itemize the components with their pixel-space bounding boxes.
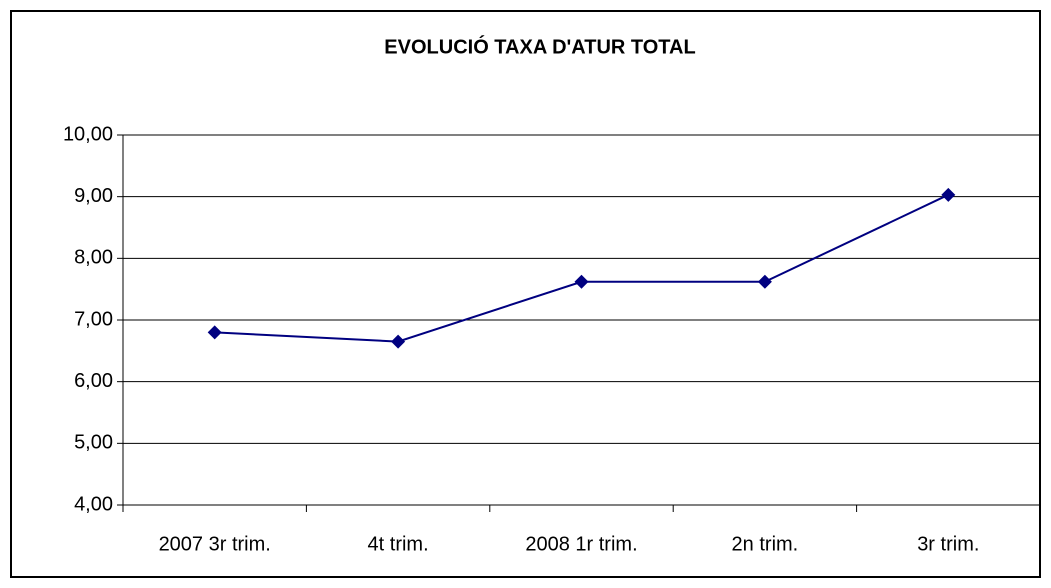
y-tick-label: 4,00 <box>74 493 113 515</box>
chart-title: EVOLUCIÓ TAXA D'ATUR TOTAL <box>384 34 695 58</box>
y-tick-label: 7,00 <box>74 308 113 330</box>
data-point <box>207 325 222 340</box>
data-point <box>391 334 406 349</box>
x-tick-label: 4t trim. <box>368 533 429 555</box>
data-point <box>757 274 772 289</box>
chart-border <box>10 10 1041 578</box>
x-tick-label: 2007 3r trim. <box>159 533 271 555</box>
y-tick-label: 8,00 <box>74 247 113 269</box>
y-tick-label: 6,00 <box>74 370 113 392</box>
y-tick-label: 5,00 <box>74 432 113 454</box>
y-tick-label: 10,00 <box>63 123 113 145</box>
x-tick-label: 3r trim. <box>917 533 979 555</box>
data-point <box>941 187 956 202</box>
y-tick-label: 9,00 <box>74 185 113 207</box>
x-tick-label: 2008 1r trim. <box>525 533 637 555</box>
data-point <box>574 274 589 289</box>
x-tick-label: 2n trim. <box>732 533 799 555</box>
